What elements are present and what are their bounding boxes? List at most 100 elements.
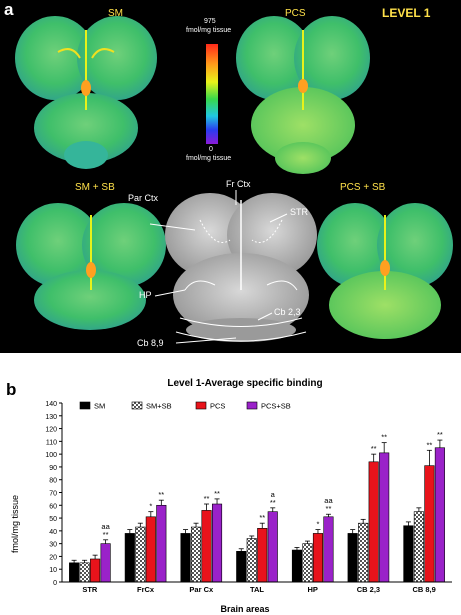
y-tick-label: 70 xyxy=(49,491,57,498)
y-tick-label: 50 xyxy=(49,516,57,523)
binding-bar-chart: Level 1-Average specific binding fmol/mg… xyxy=(10,378,452,614)
bar xyxy=(211,503,223,583)
bar xyxy=(90,558,101,583)
panel-a-letter: a xyxy=(4,0,14,19)
scale-min-unit: fmol/mg tissue xyxy=(186,155,232,162)
bar xyxy=(145,516,156,583)
region-label-fr-ctx: Fr Ctx xyxy=(226,179,251,189)
bar xyxy=(358,522,369,583)
x-tick-label: CB 2,3 xyxy=(357,585,380,594)
y-axis-label: fmol/mg tissue xyxy=(10,495,20,553)
scale-min-value: 0 xyxy=(209,146,213,153)
y-tick-label: 100 xyxy=(45,452,57,459)
region-label-hp: HP xyxy=(139,290,152,300)
level-label: LEVEL 1 xyxy=(382,6,431,20)
x-axis: STR FrCx Par Cx TAL HP CB 2,3 CB 8,9 xyxy=(62,581,452,594)
color-scale-bar xyxy=(206,44,218,144)
x-tick-label: Par Cx xyxy=(189,585,214,594)
bar xyxy=(257,528,268,583)
reference-section xyxy=(149,190,317,344)
x-tick-label: STR xyxy=(82,585,98,594)
bar xyxy=(124,533,135,583)
x-tick-label: TAL xyxy=(250,585,264,594)
y-tick-label: 30 xyxy=(49,542,57,549)
brain-section-pcs xyxy=(236,16,370,174)
y-tick-label: 140 xyxy=(45,401,57,408)
bar xyxy=(135,526,146,583)
significance-mark: ** xyxy=(103,530,109,539)
bar xyxy=(424,465,435,583)
bar xyxy=(69,562,80,583)
significance-mark: a xyxy=(271,490,276,499)
y-tick-label: 120 xyxy=(45,427,57,434)
y-tick-label: 0 xyxy=(53,580,57,587)
significance-mark: ** xyxy=(326,504,332,513)
legend-swatch xyxy=(246,401,258,410)
bar xyxy=(201,510,212,583)
brain-section-pcs-sb xyxy=(317,203,453,339)
significance-mark: ** xyxy=(204,494,210,503)
bar xyxy=(379,452,390,583)
legend-swatch xyxy=(79,401,91,410)
y-tick-label: 80 xyxy=(49,478,57,485)
scale-max-value: 975 xyxy=(204,18,216,25)
bar xyxy=(403,525,414,583)
autoradiograph-panel: a LEVEL 1 SM PCS SM + SB PCS + SB 975 fm… xyxy=(0,0,461,353)
significance-mark: ** xyxy=(270,498,276,507)
brain-section-sm xyxy=(15,16,157,169)
significance-mark: * xyxy=(317,520,320,529)
brain-section-sm-sb xyxy=(16,203,166,330)
significance-mark: ** xyxy=(259,513,265,522)
significance-mark: ** xyxy=(371,444,377,453)
group-label-pcs-sb: PCS + SB xyxy=(340,182,386,193)
legend-swatch xyxy=(195,401,207,410)
y-axis: 0 10 20 30 40 50 60 70 80 90 100 110 120 130 140 xyxy=(45,401,63,587)
bar xyxy=(347,533,358,583)
bar xyxy=(236,551,247,583)
x-axis-label: Brain areas xyxy=(220,604,269,614)
legend-swatch xyxy=(131,401,143,410)
bars: **aa*** ********a***aa******** xyxy=(69,430,445,583)
chart-title: Level 1-Average specific binding xyxy=(167,378,322,389)
bar xyxy=(180,533,191,583)
region-label-cb-8-9: Cb 8,9 xyxy=(137,338,164,348)
legend-label: SM+SB xyxy=(146,402,172,411)
y-tick-label: 60 xyxy=(49,503,57,510)
bar xyxy=(434,447,445,583)
y-tick-label: 110 xyxy=(46,439,57,446)
region-label-str: STR xyxy=(290,207,308,217)
group-label-sm-sb: SM + SB xyxy=(75,182,115,193)
y-tick-label: 10 xyxy=(49,567,57,574)
x-tick-label: HP xyxy=(308,585,318,594)
y-tick-label: 90 xyxy=(49,465,57,472)
x-tick-label: FrCx xyxy=(137,585,155,594)
legend: SM SM+SB PCS PCS+SB xyxy=(79,401,291,411)
legend-label: PCS+SB xyxy=(261,402,291,411)
bar xyxy=(323,516,334,583)
bar xyxy=(190,526,202,583)
significance-mark: aa xyxy=(324,496,333,505)
bar xyxy=(312,533,324,583)
panel-b-letter: b xyxy=(6,380,17,399)
bar xyxy=(100,543,111,583)
significance-mark: ** xyxy=(214,489,220,498)
legend-label: PCS xyxy=(210,402,225,411)
bar xyxy=(79,562,90,583)
bar xyxy=(246,538,257,583)
bar xyxy=(302,543,313,583)
significance-mark: ** xyxy=(158,490,164,499)
region-label-par-ctx: Par Ctx xyxy=(128,193,159,203)
bar xyxy=(413,511,424,583)
significance-mark: ** xyxy=(437,430,443,439)
region-label-cb-2-3: Cb 2,3 xyxy=(274,307,301,317)
x-tick-label: CB 8,9 xyxy=(412,585,435,594)
y-tick-label: 130 xyxy=(45,414,57,421)
y-tick-label: 20 xyxy=(49,554,57,561)
significance-mark: * xyxy=(149,502,152,511)
group-label-pcs: PCS xyxy=(285,8,306,19)
group-label-sm: SM xyxy=(108,8,123,19)
bar xyxy=(156,504,167,583)
bar xyxy=(267,511,278,583)
y-tick-label: 40 xyxy=(49,529,57,536)
bar xyxy=(291,549,303,583)
